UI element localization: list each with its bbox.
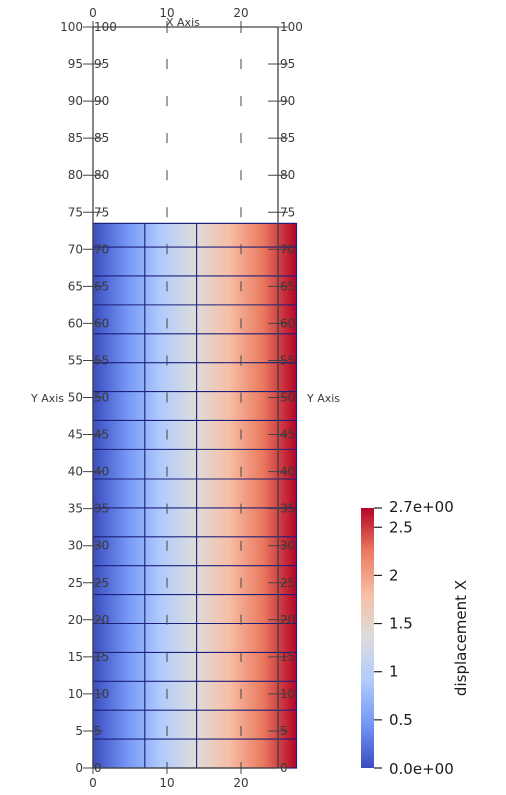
y-tick-label-right: 5 — [280, 724, 288, 738]
y-tick-label-inner: 55 — [94, 353, 109, 367]
y-axis-title-right: Y Axis — [306, 392, 340, 405]
color-legend-tick-label: 2.5 — [389, 518, 413, 536]
y-tick-label-right: 60 — [280, 316, 295, 330]
color-legend-max-label: 2.7e+00 — [389, 498, 454, 516]
y-tick-label-inner: 90 — [94, 94, 109, 108]
y-tick-label-left: 5 — [75, 724, 83, 738]
y-tick-label-right: 10 — [280, 687, 295, 701]
x-tick-label-top: 0 — [89, 6, 97, 20]
color-legend[interactable]: 2.5 2 1.5 1 0.5 2.7e+00 0.0e+00 displacement… — [361, 498, 470, 778]
y-tick-label-right: 70 — [280, 242, 295, 256]
color-legend-tick-label: 1.5 — [389, 615, 413, 633]
x-tick-label-top: 10 — [159, 6, 174, 20]
color-legend-tick-label: 0.5 — [389, 711, 413, 729]
x-tick-label-bottom: 20 — [233, 776, 248, 790]
y-tick-label-left: 40 — [68, 465, 83, 479]
y-tick-label-left: 10 — [68, 687, 83, 701]
y-tick-label-inner: 20 — [94, 613, 109, 627]
y-tick-label-left: 45 — [68, 428, 83, 442]
x-tick-label-top: 20 — [233, 6, 248, 20]
color-legend-min-label: 0.0e+00 — [389, 760, 454, 778]
y-tick-label-inner: 75 — [94, 205, 109, 219]
y-tick-label-inner: 35 — [94, 502, 109, 516]
y-tick-label-right: 25 — [280, 576, 295, 590]
y-tick-label-right: 40 — [280, 465, 295, 479]
y-tick-label-left: 80 — [68, 168, 83, 182]
y-axis-ticks-left: 0 0 5 5 10 10 15 15 20 20 25 25 30 30 35 35 40 40 45 45 50 50… — [60, 20, 117, 775]
y-tick-label-inner: 65 — [94, 279, 109, 293]
y-tick-label-right: 75 — [280, 205, 295, 219]
x-tick-label-bottom: 0 — [89, 776, 97, 790]
y-tick-label-inner: 45 — [94, 428, 109, 442]
y-tick-label-left: 85 — [68, 131, 83, 145]
y-tick-label-right: 95 — [280, 57, 295, 71]
y-tick-label-left: 25 — [68, 576, 83, 590]
y-tick-label-left: 55 — [68, 353, 83, 367]
y-axis-ticks-right: 0 5 10 15 20 25 30 35 40 45 50 55 60 65 70 75 80 85 90 95 10… — [268, 20, 303, 775]
y-tick-label-inner: 60 — [94, 316, 109, 330]
y-tick-label-right: 85 — [280, 131, 295, 145]
color-legend-bar — [361, 508, 374, 768]
x-tick-label-bottom: 10 — [159, 776, 174, 790]
y-tick-label-right: 45 — [280, 428, 295, 442]
y-tick-label-left: 30 — [68, 539, 83, 553]
y-tick-label-right: 80 — [280, 168, 295, 182]
y-axis-title-left: Y Axis — [30, 392, 64, 405]
y-tick-label-left: 50 — [68, 391, 83, 405]
y-tick-label-right: 65 — [280, 279, 295, 293]
y-tick-label-left: 75 — [68, 205, 83, 219]
y-tick-label-inner: 100 — [94, 20, 117, 34]
y-tick-label-inner: 40 — [94, 465, 109, 479]
y-tick-label-right: 90 — [280, 94, 295, 108]
y-tick-label-inner: 10 — [94, 687, 109, 701]
y-tick-label-left: 70 — [68, 242, 83, 256]
y-tick-label-left: 0 — [75, 761, 83, 775]
displacement-field — [93, 223, 297, 769]
y-tick-label-inner: 25 — [94, 576, 109, 590]
y-tick-label-inner: 85 — [94, 131, 109, 145]
y-tick-label-inner: 0 — [94, 761, 102, 775]
color-legend-tick-label: 1 — [389, 663, 399, 681]
y-tick-label-left: 90 — [68, 94, 83, 108]
y-tick-label-left: 20 — [68, 613, 83, 627]
y-tick-label-left: 65 — [68, 279, 83, 293]
y-tick-label-right: 100 — [280, 20, 303, 34]
color-legend-ticks: 2.5 2 1.5 1 0.5 — [374, 507, 413, 769]
y-tick-label-right: 0 — [280, 761, 288, 775]
y-tick-label-inner: 5 — [94, 724, 102, 738]
y-tick-label-right: 30 — [280, 539, 295, 553]
y-tick-label-right: 15 — [280, 650, 295, 664]
y-tick-label-right: 55 — [280, 353, 295, 367]
y-tick-label-right: 35 — [280, 502, 295, 516]
color-legend-title: displacement X — [452, 580, 470, 696]
x-axis-title: X Axis — [166, 16, 200, 29]
y-tick-label-left: 60 — [68, 316, 83, 330]
y-tick-label-left: 15 — [68, 650, 83, 664]
y-tick-label-left: 95 — [68, 57, 83, 71]
y-tick-label-right: 20 — [280, 613, 295, 627]
y-tick-label-inner: 30 — [94, 539, 109, 553]
color-legend-tick-label: 2 — [389, 566, 399, 584]
y-tick-label-inner: 15 — [94, 650, 109, 664]
y-tick-label-inner: 70 — [94, 242, 109, 256]
y-tick-label-left: 35 — [68, 502, 83, 516]
y-tick-label-left: 100 — [60, 20, 83, 34]
y-tick-label-inner: 80 — [94, 168, 109, 182]
y-tick-label-inner: 50 — [94, 391, 109, 405]
y-tick-label-right: 50 — [280, 391, 295, 405]
mesh-surface — [92, 222, 298, 769]
y-tick-label-inner: 95 — [94, 57, 109, 71]
